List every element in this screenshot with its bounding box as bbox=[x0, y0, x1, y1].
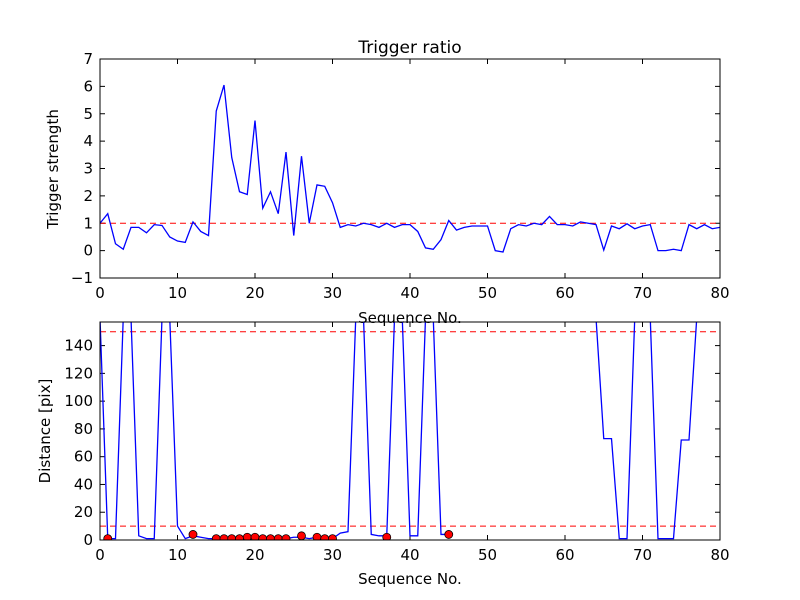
x-tick-label: 0 bbox=[95, 284, 105, 302]
x-tick-label: 20 bbox=[245, 546, 264, 564]
plot-frame bbox=[99, 321, 721, 541]
tick-labels: 0 10 20 30 40 50 60 70 80 0 20 40 60 80 100 120 140 bbox=[64, 322, 730, 564]
plot-area bbox=[100, 322, 720, 540]
y-tick-label: 5 bbox=[83, 105, 93, 123]
data-point bbox=[281, 534, 291, 540]
y-tick-label: 140 bbox=[64, 337, 93, 355]
plot-content bbox=[100, 84, 720, 253]
x-tick-label: 60 bbox=[555, 284, 574, 302]
data-point bbox=[103, 534, 113, 540]
data-point bbox=[297, 531, 306, 540]
y-axis-label: Trigger strength bbox=[44, 109, 62, 230]
y-tick-label: −1 bbox=[71, 269, 93, 287]
y-tick-label: 4 bbox=[83, 132, 93, 150]
x-tick-label: 80 bbox=[710, 284, 729, 302]
x-tick-label: 30 bbox=[323, 284, 342, 302]
x-tick-label: 70 bbox=[633, 546, 652, 564]
x-tick-label: 40 bbox=[400, 546, 419, 564]
y-tick-label: 6 bbox=[83, 77, 93, 95]
data-point bbox=[328, 534, 337, 540]
x-tick-label: 30 bbox=[323, 546, 342, 564]
y-tick-label: 120 bbox=[64, 364, 93, 382]
y-tick-label: 1 bbox=[83, 214, 93, 232]
y-tick-label: 0 bbox=[83, 242, 93, 260]
x-tick-label: 50 bbox=[478, 284, 497, 302]
plot-content bbox=[100, 322, 720, 540]
x-tick-label: 50 bbox=[478, 546, 497, 564]
y-tick-label: 20 bbox=[74, 503, 93, 521]
y-tick-label: 0 bbox=[83, 531, 93, 549]
x-tick-label: 20 bbox=[245, 284, 264, 302]
y-tick-label: 40 bbox=[74, 475, 93, 493]
y-tick-label: 100 bbox=[64, 392, 93, 410]
data-point bbox=[382, 532, 392, 540]
x-axis-label: Sequence No. bbox=[358, 570, 462, 588]
y-tick-label: 3 bbox=[83, 160, 93, 178]
x-tick-label: 40 bbox=[400, 284, 419, 302]
y-tick-label: 60 bbox=[74, 448, 93, 466]
y-axis-label: Distance [pix] bbox=[36, 379, 54, 484]
x-tick-label: 80 bbox=[710, 546, 729, 564]
trigger-ratio-chart: Trigger ratio Trigger strength Sequence … bbox=[44, 38, 730, 327]
y-tick-label: 80 bbox=[74, 420, 93, 438]
x-tick-label: 60 bbox=[555, 546, 574, 564]
x-tick-label: 10 bbox=[168, 546, 187, 564]
chart-title: Trigger ratio bbox=[357, 38, 461, 58]
x-tick-label: 70 bbox=[633, 284, 652, 302]
data-point bbox=[444, 530, 454, 539]
plot-frame bbox=[99, 58, 721, 279]
y-tick-label: 7 bbox=[83, 50, 93, 68]
x-tick-label: 0 bbox=[95, 546, 105, 564]
x-tick-label: 10 bbox=[168, 284, 187, 302]
y-tick-label: 2 bbox=[83, 187, 93, 205]
series-line bbox=[100, 84, 720, 253]
distance-chart: Distance [pix] Sequence No. 0 10 20 30 40 50 6… bbox=[36, 321, 730, 588]
data-point bbox=[188, 530, 198, 539]
plot-area bbox=[100, 84, 720, 253]
